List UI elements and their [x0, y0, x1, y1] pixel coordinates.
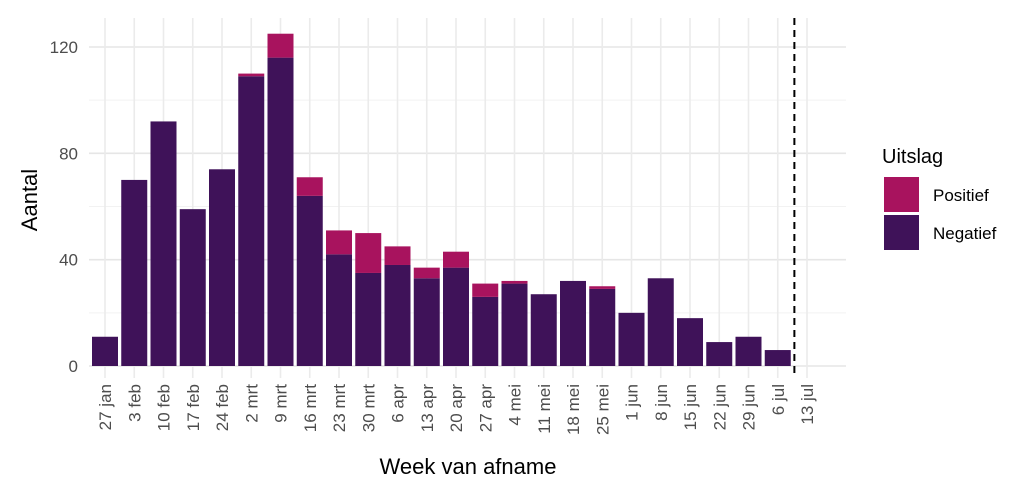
bar-negatief	[267, 57, 294, 367]
bar-positief	[472, 283, 499, 297]
bar-negatief	[706, 342, 733, 366]
x-axis-title: Week van afname	[380, 454, 557, 479]
bar-negatief	[472, 296, 499, 366]
x-tick-label: 27 jan	[96, 384, 115, 430]
bar-positief	[501, 280, 528, 284]
bar-negatief	[589, 288, 616, 366]
bar-negatief	[150, 121, 177, 366]
bar-positief	[326, 230, 352, 255]
y-tick-label: 40	[59, 251, 78, 270]
legend: Uitslag Positief Negatief	[882, 146, 997, 250]
bar-negatief	[647, 278, 674, 366]
y-tick-label: 120	[50, 38, 78, 57]
bar-positief	[384, 246, 411, 265]
legend-label: Positief	[933, 186, 989, 205]
bar-negatief	[92, 336, 118, 366]
bar-negatief	[413, 278, 440, 366]
y-axis-title: Aantal	[17, 169, 42, 231]
x-tick-label: 22 jun	[710, 384, 729, 430]
bar-positief	[238, 73, 265, 77]
bar-positief	[267, 33, 294, 58]
x-tick-label: 11 mei	[535, 384, 554, 434]
bar-negatief	[501, 283, 528, 366]
bar-negatief	[618, 312, 645, 366]
x-tick-label: 13 jul	[798, 384, 817, 425]
bar-negatief	[296, 195, 323, 366]
x-axis-ticks: 27 jan 3 feb 10 feb 17 feb 24 feb 2 mrt 9 mrt 1…	[96, 384, 817, 435]
y-axis-ticks: 0 40 80 120	[50, 38, 78, 376]
bar-negatief	[238, 76, 265, 366]
legend-key-negatief	[884, 215, 919, 250]
x-tick-label: 27 apr	[476, 384, 495, 433]
bar-negatief	[735, 336, 762, 366]
x-tick-label: 25 mei	[593, 384, 612, 435]
y-tick-label: 0	[69, 357, 78, 376]
legend-key-positief	[884, 177, 919, 212]
bar-negatief	[530, 294, 557, 366]
x-tick-label: 17 feb	[184, 384, 203, 431]
x-tick-label: 16 mrt	[301, 384, 320, 432]
bar-positief	[443, 251, 469, 268]
x-tick-label: 4 mei	[506, 384, 525, 426]
legend-title: Uitslag	[882, 146, 943, 168]
x-tick-label: 8 jun	[652, 384, 671, 421]
x-tick-label: 2 mrt	[242, 384, 261, 423]
bar-negatief	[384, 264, 411, 366]
bar-negatief	[326, 254, 352, 366]
x-tick-label: 10 feb	[155, 384, 174, 431]
bar-positief	[413, 267, 440, 279]
bar-negatief	[443, 267, 469, 366]
x-tick-label: 13 apr	[418, 384, 437, 433]
bar-negatief	[355, 272, 382, 366]
bar-positief	[296, 177, 323, 196]
bar-negatief	[677, 318, 703, 366]
bar-negatief	[179, 209, 206, 366]
x-tick-label: 18 mei	[564, 384, 583, 435]
bar-positief	[589, 286, 616, 289]
x-tick-label: 29 jun	[740, 384, 759, 430]
x-tick-label: 15 jun	[681, 384, 700, 430]
bar-negatief	[121, 179, 148, 366]
x-tick-label: 6 apr	[389, 384, 408, 423]
x-tick-label: 1 jun	[623, 384, 642, 421]
legend-label: Negatief	[933, 224, 997, 243]
x-tick-label: 6 jul	[769, 384, 788, 415]
x-tick-label: 23 mrt	[330, 384, 349, 432]
x-tick-label: 20 apr	[447, 384, 466, 433]
x-tick-label: 24 feb	[213, 384, 232, 431]
bar-negatief	[209, 169, 235, 366]
x-tick-label: 3 feb	[125, 384, 144, 422]
x-tick-label: 30 mrt	[359, 384, 378, 432]
x-tick-label: 9 mrt	[272, 384, 291, 423]
bar-negatief	[560, 280, 586, 366]
bars	[92, 33, 791, 367]
y-tick-label: 80	[59, 144, 78, 163]
bar-positief	[355, 233, 382, 273]
bar-negatief	[764, 350, 791, 366]
